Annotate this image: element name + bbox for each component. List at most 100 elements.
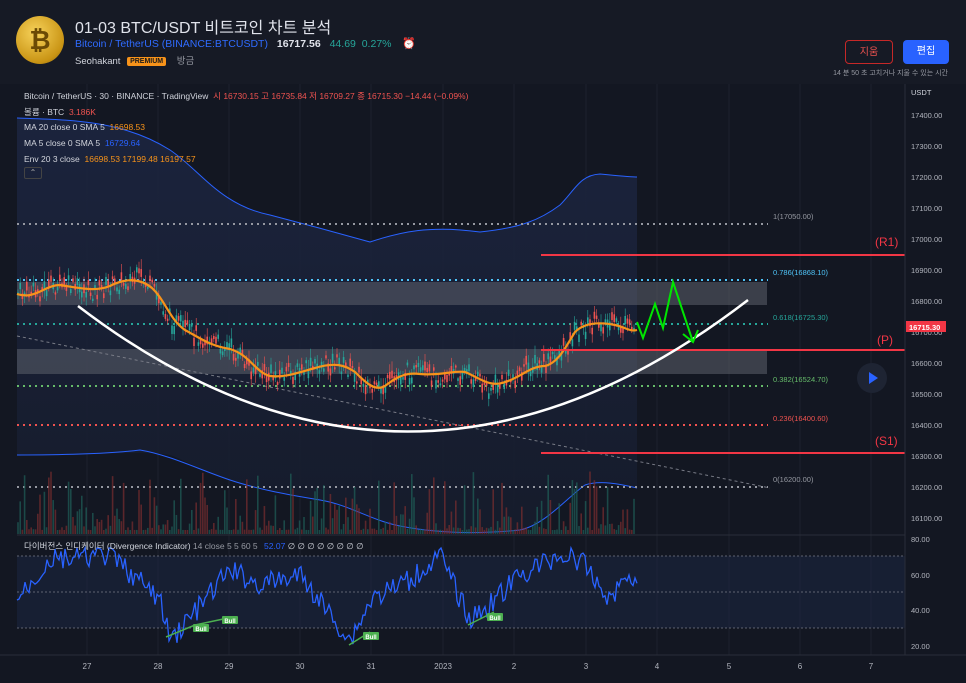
volume-bar — [360, 529, 362, 534]
volume-bar — [549, 499, 552, 534]
candle-body — [164, 314, 167, 319]
candle-body — [631, 326, 633, 331]
candle-body — [206, 336, 208, 345]
candle-body — [116, 287, 118, 292]
price-axis[interactable]: 17400.00 17300.00 17200.00 17100.00 1700… — [911, 111, 942, 523]
candle-body — [391, 370, 393, 379]
replay-play-button[interactable] — [857, 363, 887, 393]
volume-bar — [312, 516, 314, 534]
candle-body — [254, 366, 257, 375]
volume-bar — [149, 479, 151, 534]
candle-body — [345, 362, 347, 368]
candle-body — [56, 286, 59, 291]
svg-text:40.00: 40.00 — [911, 606, 930, 615]
envelope-legend[interactable]: Env 20 3 close 16698.53 17199.48 16197.5… — [24, 154, 196, 164]
author-name[interactable]: Seohakant — [75, 56, 121, 67]
volume-bar — [219, 529, 222, 534]
volume-bar — [494, 529, 497, 534]
volume-bar — [534, 521, 536, 534]
candle-body — [173, 326, 175, 335]
resistance-zone[interactable] — [17, 282, 767, 305]
candle-body — [338, 357, 340, 366]
candle-body — [400, 376, 402, 385]
cup-arc-drawing[interactable] — [77, 299, 749, 433]
volume-bar — [224, 490, 226, 534]
volume-bar — [422, 529, 424, 534]
candle-body — [107, 280, 109, 288]
volume-bar — [263, 506, 266, 534]
candle-body — [512, 374, 514, 380]
volume-legend[interactable]: 볼륨 · BTC 3.186K — [24, 107, 96, 117]
volume-bar — [477, 498, 479, 534]
volume-bar — [235, 499, 237, 534]
volume-bar — [111, 476, 114, 534]
candle-body — [364, 385, 367, 395]
volume-bar — [136, 529, 138, 534]
volume-bar — [294, 529, 296, 534]
volume-bar — [503, 516, 505, 534]
delete-button[interactable]: 지움 — [845, 40, 893, 64]
volume-bar — [265, 525, 268, 534]
edit-button[interactable]: 편집 — [903, 40, 949, 64]
candle-body — [620, 326, 622, 333]
candle-body — [246, 358, 248, 365]
volume-bar — [63, 530, 65, 534]
volume-bar — [415, 525, 417, 534]
ma20-legend[interactable]: MA 20 close 0 SMA 5 16698.53 — [24, 122, 145, 132]
bull-label: Bull — [487, 613, 503, 622]
candle-body — [490, 387, 492, 391]
envelope-band — [17, 118, 637, 533]
candle-body — [323, 368, 325, 372]
volume-bar — [257, 475, 259, 534]
price-chart[interactable]: 1(17050.00) 0.786(16868.10) 0.618(16725.… — [0, 84, 966, 683]
svg-text:17300.00: 17300.00 — [911, 142, 942, 151]
candle-body — [609, 321, 611, 331]
candle-body — [37, 289, 39, 292]
candle-body — [67, 275, 70, 281]
svg-text:60.00: 60.00 — [911, 571, 930, 580]
volume-bar — [631, 529, 633, 534]
volume-bar — [292, 488, 294, 534]
volume-bar — [397, 525, 400, 534]
volume-bar — [103, 529, 105, 534]
alarm-clock-icon[interactable]: ⏰ — [402, 38, 417, 50]
time-axis[interactable]: 27 28 29 30 31 2023 2 3 4 5 6 7 — [83, 662, 874, 671]
projection-path[interactable] — [636, 278, 694, 343]
idea-header: 01-03 BTC/USDT 비트코인 차트 분석 Bitcoin / Teth… — [0, 0, 966, 84]
candle-body — [503, 383, 505, 390]
candle-body — [39, 296, 41, 302]
volume-bar — [261, 529, 263, 534]
volume-bar — [560, 529, 563, 534]
indicator-legend[interactable]: 다이버전스 인디케이터 (Divergence Indicator) 14 cl… — [24, 541, 364, 551]
volume-bar — [448, 525, 450, 534]
candle-body — [279, 369, 281, 379]
p-label: (P) — [877, 333, 893, 347]
volume-bar — [331, 518, 334, 534]
candle-body — [521, 372, 523, 381]
symbol-change: 44.69 0.27% — [329, 38, 392, 50]
volume-bar — [287, 529, 290, 534]
volume-bar — [417, 529, 420, 534]
volume-bar — [151, 527, 153, 534]
author-avatar[interactable] — [16, 16, 64, 64]
candle-body — [175, 315, 178, 322]
ma5-legend[interactable]: MA 5 close 0 SMA 5 16729.64 — [24, 138, 141, 148]
candle-body — [290, 370, 292, 375]
volume-bar — [470, 526, 472, 534]
volume-bar — [463, 485, 466, 534]
collapse-legend-button[interactable]: ⌃ — [24, 167, 42, 179]
candle-body — [105, 276, 107, 285]
symbol-link[interactable]: Bitcoin / TetherUS (BINANCE:BTCUSDT) — [75, 38, 268, 50]
fib-retracement[interactable] — [17, 223, 768, 488]
trend-line[interactable] — [16, 335, 771, 489]
volume-bar — [199, 482, 202, 534]
candle-body — [202, 343, 204, 348]
volume-bar — [78, 509, 81, 534]
volume-bar — [144, 529, 147, 534]
volume-bar — [589, 471, 591, 534]
volume-bar — [373, 528, 376, 534]
candle-body — [604, 319, 607, 323]
volume-bar — [413, 497, 415, 534]
svg-text:16300.00: 16300.00 — [911, 452, 942, 461]
candle-body — [303, 372, 305, 375]
